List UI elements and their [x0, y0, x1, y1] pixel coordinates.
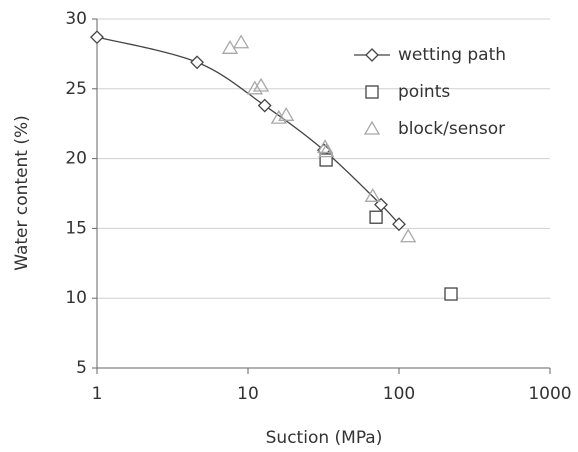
triangle-marker	[270, 109, 287, 124]
triangle-marker	[318, 143, 335, 158]
y-tick-label: 10	[65, 288, 87, 308]
series-line	[96, 36, 400, 225]
legend-marker	[365, 85, 379, 99]
y-tick-label: 20	[65, 149, 87, 169]
triangle-marker	[252, 77, 270, 92]
square-marker	[369, 210, 383, 224]
y-tick-label: 15	[65, 218, 87, 238]
legend-label: block/sensor	[398, 119, 505, 139]
diamond-marker	[190, 55, 204, 70]
legend-label: wetting path	[398, 45, 506, 65]
triangle-marker	[364, 188, 381, 202]
triangle-marker	[246, 80, 263, 95]
legend-label: points	[398, 82, 450, 102]
triangle-marker	[316, 139, 334, 154]
x-tick-label: 1	[92, 384, 103, 404]
triangle-marker	[400, 228, 417, 243]
diamond-marker	[392, 217, 406, 232]
legend-marker	[365, 48, 379, 62]
y-tick-label: 30	[65, 9, 87, 29]
square-marker	[444, 287, 458, 301]
y-tick-label: 25	[65, 79, 87, 99]
triangle-marker	[278, 107, 295, 121]
y-tick-label: 5	[76, 358, 87, 378]
triangle-marker	[221, 40, 239, 54]
x-tick-label: 10	[237, 384, 259, 404]
x-tick-label: 100	[383, 384, 415, 404]
triangle-marker	[232, 34, 250, 49]
y-axis-label: Water content (%)	[12, 115, 32, 271]
legend-marker	[363, 120, 381, 135]
x-axis-label: Suction (MPa)	[266, 428, 383, 448]
diamond-marker	[90, 30, 104, 45]
x-tick-label: 1000	[528, 384, 571, 404]
diamond-marker	[257, 98, 272, 113]
square-marker	[319, 153, 333, 167]
